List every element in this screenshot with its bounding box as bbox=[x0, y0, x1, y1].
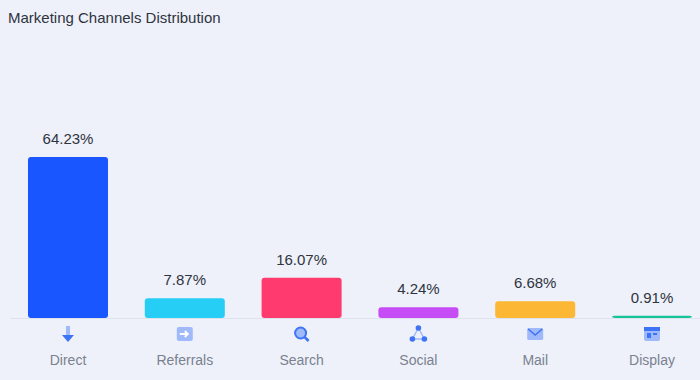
data-label: 4.24% bbox=[397, 280, 440, 297]
icon-part bbox=[527, 328, 543, 340]
icon bbox=[295, 328, 309, 342]
tick-label: Social bbox=[399, 352, 437, 368]
icon-part bbox=[528, 329, 542, 335]
tick-label: Display bbox=[629, 352, 675, 368]
bars bbox=[28, 157, 692, 318]
icon-part bbox=[295, 328, 306, 339]
x-axis: Direct Referrals Search Social Mail Display bbox=[11, 319, 700, 368]
tick: Referrals bbox=[156, 352, 213, 368]
tick: Direct bbox=[50, 352, 87, 368]
tick: Search bbox=[279, 352, 323, 368]
icon-part bbox=[305, 337, 309, 341]
tick: Social bbox=[399, 352, 437, 368]
icon-part bbox=[62, 335, 74, 342]
tick-label: Direct bbox=[50, 352, 87, 368]
icon-part bbox=[416, 325, 422, 331]
bar bbox=[262, 278, 342, 318]
tick-label: Mail bbox=[522, 352, 548, 368]
bar bbox=[145, 298, 225, 318]
title: Marketing Channels Distribution bbox=[8, 9, 221, 26]
tick: Display bbox=[629, 352, 675, 368]
icon bbox=[644, 327, 660, 341]
bar bbox=[612, 316, 692, 318]
icon-part bbox=[644, 327, 660, 341]
data-label: 6.68% bbox=[514, 274, 557, 291]
icon-part bbox=[422, 336, 428, 342]
chart: Marketing Channels Distribution 64.23% 7.8… bbox=[0, 0, 700, 380]
data-label: 7.87% bbox=[164, 271, 207, 288]
icon-part bbox=[653, 333, 657, 335]
icon-part bbox=[647, 333, 651, 338]
icons bbox=[62, 325, 660, 342]
bar bbox=[28, 157, 108, 318]
data-labels: 64.23% 7.87% 16.07% 4.24% 6.68% 0.91% bbox=[43, 130, 674, 306]
icon bbox=[527, 328, 543, 340]
icon-part bbox=[66, 326, 70, 335]
icon-part bbox=[180, 331, 188, 337]
bar bbox=[378, 307, 458, 318]
icon bbox=[410, 325, 428, 342]
icon-part bbox=[644, 327, 660, 331]
bar bbox=[495, 301, 575, 318]
tick-label: Referrals bbox=[156, 352, 213, 368]
icon-part bbox=[410, 336, 416, 342]
background bbox=[0, 0, 700, 380]
data-label: 16.07% bbox=[276, 251, 327, 268]
data-label: 64.23% bbox=[43, 130, 94, 147]
data-label: 0.91% bbox=[631, 289, 674, 306]
tick: Mail bbox=[522, 352, 548, 368]
icon bbox=[177, 327, 193, 341]
icon bbox=[62, 326, 74, 342]
tick-label: Search bbox=[279, 352, 323, 368]
axis-line bbox=[11, 318, 700, 319]
icon-part bbox=[177, 327, 193, 341]
